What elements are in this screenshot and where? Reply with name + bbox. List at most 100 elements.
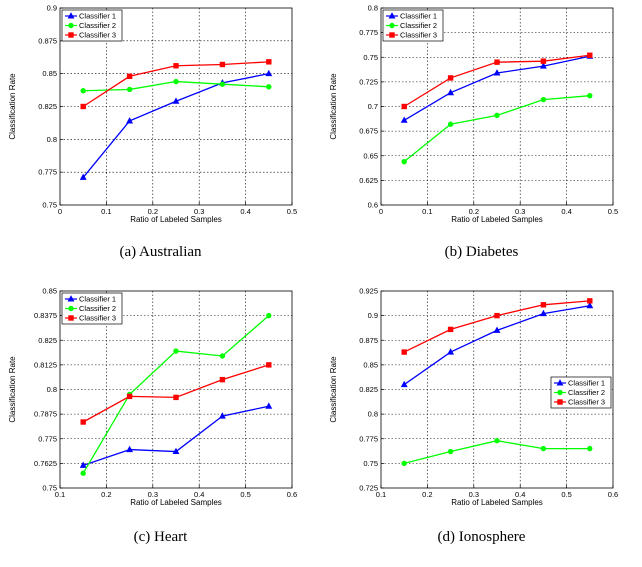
data-point (447, 75, 454, 81)
y-tick-label: 0.75 (363, 459, 378, 468)
legend-label: Classifier 2 (400, 21, 437, 30)
data-point (126, 445, 134, 453)
legend-label: Classifier 3 (79, 314, 116, 323)
data-point (126, 117, 134, 124)
data-point (219, 61, 226, 68)
x-tick-label: 0.5 (240, 490, 250, 499)
data-point (266, 59, 272, 65)
y-axis-label: Classification Rate (329, 73, 338, 140)
legend-label: Classifier 1 (79, 295, 116, 304)
legend-label: Classifier 3 (79, 31, 116, 40)
x-axis-label: Ratio of Labeled Samples (130, 498, 222, 507)
data-point (401, 103, 407, 110)
x-tick-label: 0.2 (422, 490, 432, 499)
x-tick-label: 0.1 (422, 207, 432, 216)
data-point (493, 326, 501, 333)
data-point (172, 447, 180, 455)
legend-marker (68, 32, 74, 38)
data-point (400, 380, 408, 388)
legend-marker (67, 12, 75, 19)
line-chart-diabetes: 0 0.1 0.2 0.3 0.4 0.5 0.6 0.625 0.65 0.675 0.7 0.72… (329, 4, 618, 225)
data-point (266, 362, 272, 368)
data-point (494, 438, 500, 444)
y-tick-label: 0.725 (359, 484, 378, 493)
line-chart-ionosphere: 0.1 0.2 0.3 0.4 0.5 0.6 0.725 0.75 0.775 0.8 0.825… (329, 287, 618, 508)
y-tick-label: 0.825 (38, 102, 57, 111)
data-point (80, 470, 86, 476)
y-tick-label: 0.75 (363, 53, 378, 62)
plot-frame (59, 290, 293, 489)
caption-ionosphere: (d) Ionosphere (437, 529, 526, 545)
y-tick-label: 0.7 (368, 102, 378, 111)
legend-marker (389, 22, 395, 29)
legend-marker (67, 295, 75, 302)
data-point (587, 92, 593, 99)
data-point (447, 448, 454, 455)
caption-heart: (c) Heart (133, 529, 188, 545)
data-point (266, 312, 272, 319)
y-tick-label: 0.65 (363, 151, 378, 160)
legend-label: Classifier 3 (568, 398, 605, 407)
chart-panel-heart: 0.1 0.2 0.3 0.4 0.5 0.6 0.75 0.7625 0.775 0.7875 0… (0, 283, 321, 567)
data-point (539, 309, 547, 317)
data-point (447, 121, 454, 127)
y-tick-label: 0.775 (38, 434, 57, 443)
data-point (219, 81, 226, 87)
x-tick-label: 0.3 (148, 490, 158, 499)
series-2 (401, 92, 593, 165)
caption-diabetes: (b) Diabetes (444, 244, 519, 260)
x-tick-label: 0 (58, 207, 62, 216)
legend-marker (68, 315, 74, 321)
y-tick-label: 0.6 (368, 201, 378, 210)
series-1 (400, 52, 594, 123)
legend-marker (389, 32, 395, 38)
data-point (126, 86, 133, 93)
chart-panel-australian: 0 0.1 0.2 0.3 0.4 0.5 0.75 0.775 0.8 0.825 0.85 0.8… (0, 0, 321, 283)
series-1 (400, 301, 594, 388)
legend-label: Classifier 3 (400, 31, 437, 40)
data-point (266, 84, 272, 90)
x-tick-label: 0.5 (608, 207, 618, 216)
x-tick-label: 0.3 (515, 207, 525, 216)
data-point (587, 52, 593, 58)
data-point (401, 158, 407, 165)
line-chart-australian: 0 0.1 0.2 0.3 0.4 0.5 0.75 0.775 0.8 0.825 0.85 0.8… (8, 4, 297, 225)
data-point (493, 69, 501, 76)
x-tick-label: 0.5 (287, 207, 297, 216)
y-tick-label: 0.8125 (34, 360, 57, 369)
data-point (80, 419, 86, 425)
data-point (218, 412, 226, 419)
data-point (80, 103, 86, 110)
y-tick-label: 0.825 (359, 385, 378, 394)
y-tick-label: 0.8 (368, 410, 378, 419)
y-tick-label: 0.775 (359, 28, 378, 37)
data-point (219, 376, 226, 383)
legend-marker (388, 12, 396, 19)
data-point (540, 445, 547, 452)
legend-marker (557, 399, 563, 405)
data-point (401, 349, 407, 355)
legend-marker (68, 305, 74, 312)
series-3 (401, 298, 593, 355)
series-2 (401, 438, 593, 467)
y-tick-label: 0.85 (42, 69, 57, 78)
legend-label: Classifier 1 (400, 12, 437, 21)
data-point (540, 58, 547, 64)
data-point (173, 78, 179, 85)
data-point (126, 73, 133, 79)
x-tick-label: 0.4 (561, 207, 571, 216)
data-point (447, 348, 455, 355)
data-point (540, 96, 547, 103)
data-point (219, 353, 226, 359)
y-tick-label: 0.7625 (34, 459, 57, 468)
x-tick-label: 0.5 (561, 490, 571, 499)
y-tick-label: 0.9 (47, 4, 57, 13)
data-point (173, 394, 179, 401)
series-2 (80, 312, 272, 476)
x-tick-label: 0.4 (194, 490, 204, 499)
legend-marker (557, 389, 563, 396)
data-point (400, 116, 408, 123)
y-tick-label: 0.9 (368, 311, 378, 320)
caption-australian: (a) Australian (119, 244, 202, 260)
